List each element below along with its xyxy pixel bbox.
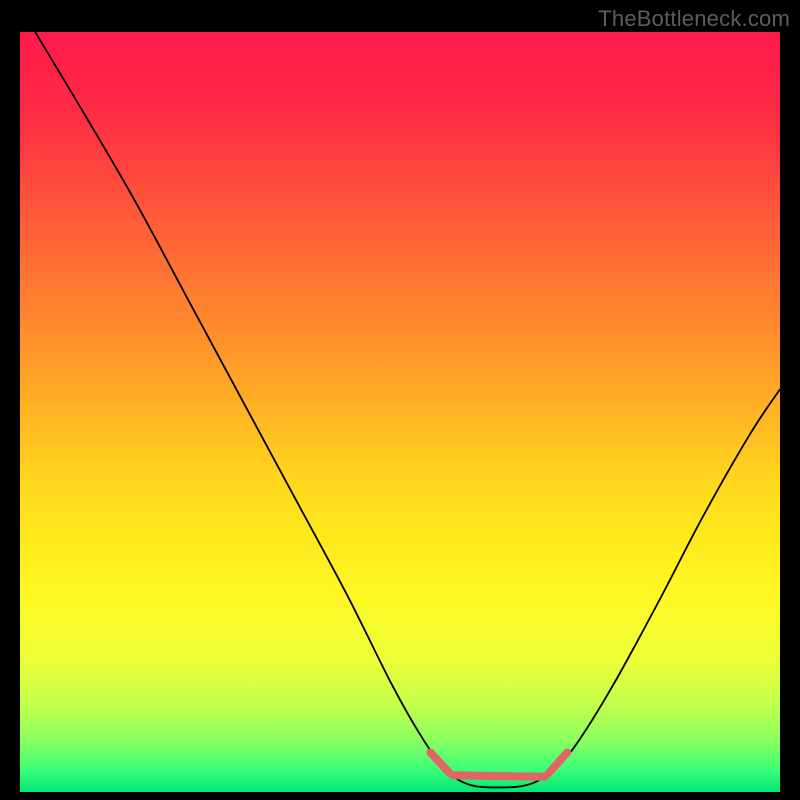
chart-svg: [20, 32, 780, 792]
highlight-segment: [453, 775, 544, 777]
bottleneck-chart: [20, 32, 780, 792]
gradient-background: [20, 32, 780, 792]
watermark-text: TheBottleneck.com: [598, 6, 790, 32]
